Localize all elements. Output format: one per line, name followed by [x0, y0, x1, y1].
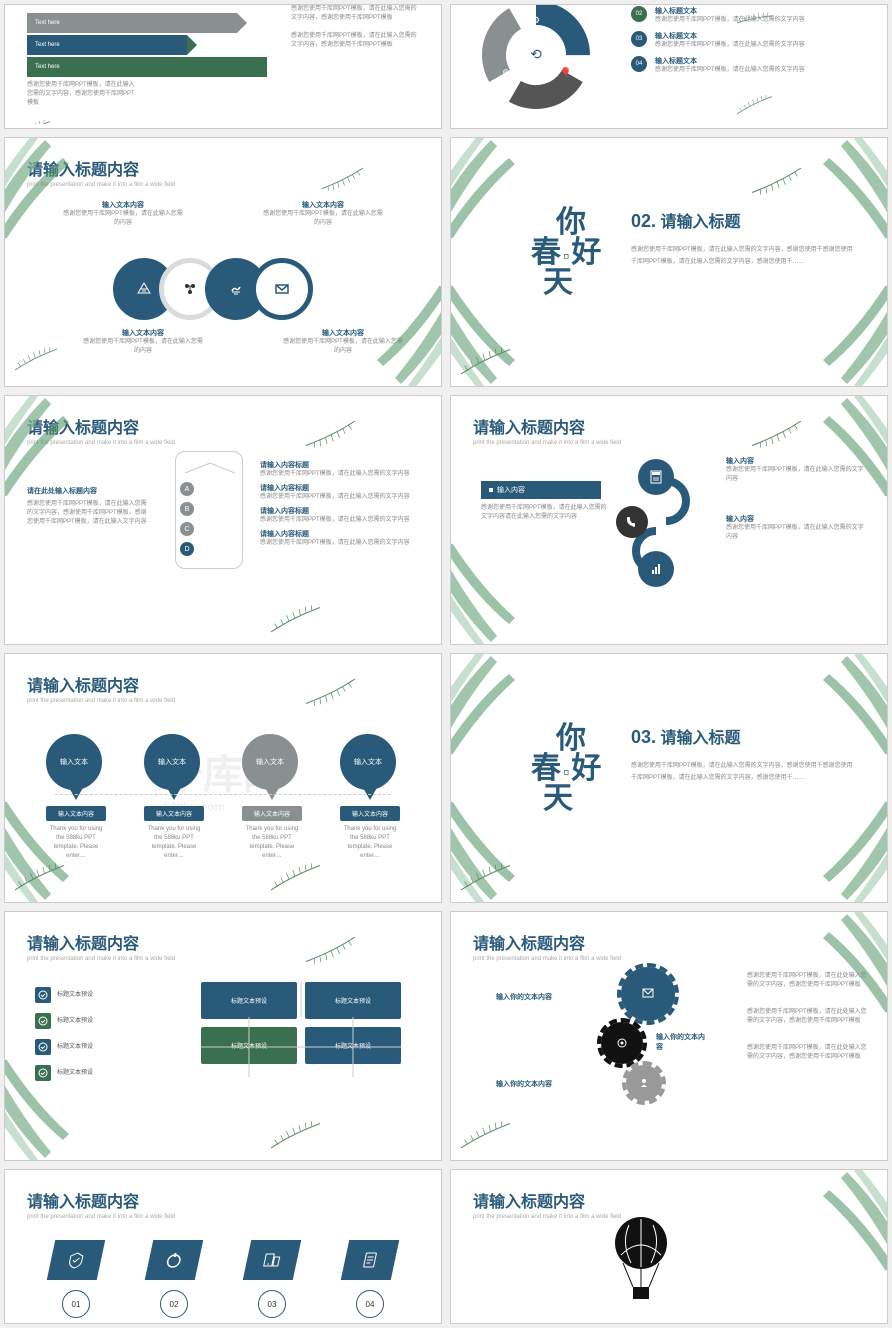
check-3: 标题文本预设	[35, 1039, 93, 1055]
slide-6: 请输入标题内容 print the presentation and make …	[450, 395, 888, 645]
slide-9: 请输入标题内容 print the presentation and make …	[4, 911, 442, 1161]
gear-2	[601, 1022, 643, 1064]
s10-r2: 感谢您使用千库网PPT模板，请在此处输入您需的文字内容，感谢您使用千库网PPT模…	[747, 1008, 867, 1026]
s2-item-3: 04 输入标题文本感谢您使用千库网PPT模板，请在此输入您需的文字内容	[631, 56, 857, 75]
s5-r4: 请输入内容标题	[260, 529, 411, 539]
para-3: 03	[247, 1240, 297, 1318]
s5-r2: 请输入内容标题	[260, 483, 411, 493]
arrow-2: Text here	[27, 35, 187, 55]
svg-text:⚙: ⚙	[532, 15, 540, 25]
s3-top2: 输入文本内容	[263, 200, 383, 210]
para-2: 02	[149, 1240, 199, 1318]
check-2: 标题文本预设	[35, 1013, 93, 1029]
gear-1	[621, 967, 675, 1021]
bar-desc: 感谢您使用千库网PPT模板，请在此输入您需的文字内容请在此输入您需的文字内容	[481, 504, 611, 522]
badge-diagram: A B C D	[175, 451, 243, 569]
check-1: 标题文本预设	[35, 987, 93, 1003]
s3-bot1: 输入文本内容	[83, 328, 203, 338]
slide-2: ⟲ ⚙ 🎈 ⊕ 02 输入标题文本感谢您使用千库网PPT模板，请在此输入您需的文…	[450, 4, 888, 129]
gear-label-2: 输入你的文本内容	[656, 1032, 711, 1052]
slide-11: 请输入标题内容 print the presentation and make …	[4, 1169, 442, 1324]
s6-i2: 输入内容	[726, 514, 867, 524]
section-title: 请输入标题	[660, 730, 740, 747]
arrow-1: Text here	[27, 13, 237, 33]
gear-label-3: 输入你的文本内容	[496, 1079, 552, 1089]
slide-title: 请输入标题内容	[27, 1188, 419, 1212]
s3-bot2: 输入文本内容	[283, 328, 403, 338]
slide-10: 请输入标题内容 print the presentation and make …	[450, 911, 888, 1161]
svg-text:⟲: ⟲	[530, 46, 542, 62]
para-row: 01 02 03 04	[27, 1240, 419, 1318]
check-4: 标题文本预设	[35, 1065, 93, 1081]
slide-4-section: 你春▫好天 02. 请输入标题 感谢您使用千库网PPT模板，请在此输入您需的文字…	[450, 137, 888, 387]
slide1-right-text: 感谢您使用千库网PPT模板，请在此输入您需的文字内容，感谢您使用千库网PPT模板…	[291, 5, 421, 50]
section-num: 02.	[631, 211, 656, 231]
slide-subtitle: print the presentation and make it into …	[27, 1214, 419, 1220]
s10-r1: 感谢您使用千库网PPT模板，请在此处输入您需的文字内容，感谢您使用千库网PPT模…	[747, 972, 867, 990]
slide-1: Text here Text here Text here .arrow-sha…	[4, 4, 442, 129]
s3-top1: 输入文本内容	[63, 200, 183, 210]
s5-r3: 请输入内容标题	[260, 506, 411, 516]
section-body: 感谢您使用千库网PPT模板，请在此输入您需的文字内容，感谢您使用千感谢您使用千库…	[631, 760, 857, 784]
para-1: 01	[51, 1240, 101, 1318]
phone-icon	[616, 506, 648, 538]
s5-left-body: 感谢您使用千库网PPT模板，请在此输入您需的文字内容，感谢使用千库网PPT模板，…	[27, 500, 147, 527]
chart-icon	[638, 551, 674, 587]
gear-3	[626, 1065, 662, 1101]
slide-7: 请输入标题内容 print the presentation and make …	[4, 653, 442, 903]
s5-r1: 请输入内容标题	[260, 460, 411, 470]
bar-label: 输入内容	[481, 481, 601, 499]
slide-3: 请输入标题内容 print the presentation and make …	[4, 137, 442, 387]
slide-12: 请输入标题内容 print the presentation and make …	[450, 1169, 888, 1324]
big-text: 你春▫好天	[531, 208, 603, 298]
svg-text:⊕: ⊕	[502, 67, 510, 77]
section-num: 03.	[631, 727, 656, 747]
s5-left-title: 请在此处输入标题内容	[27, 486, 147, 496]
section-title: 请输入标题	[660, 214, 740, 231]
s2-item-1: 02 输入标题文本感谢您使用千库网PPT模板，请在此输入您需的文字内容	[631, 6, 857, 25]
section-body: 感谢您使用千库网PPT模板，请在此输入您需的文字内容，感谢您使用千感谢您使用千库…	[631, 244, 857, 268]
wave-diagram	[17, 258, 409, 320]
para-4: 04	[345, 1240, 395, 1318]
arrow-3: Text here	[27, 57, 267, 77]
big-text: 你春▫好天	[531, 724, 603, 814]
slide-5: 请输入标题内容 print the presentation and make …	[4, 395, 442, 645]
curve-diagram	[626, 451, 706, 606]
s6-i1: 输入内容	[726, 456, 867, 466]
s10-r3: 感谢您使用千库网PPT模板，请在此处输入您需的文字内容，感谢您使用千库网PPT模…	[747, 1044, 867, 1062]
balloon-icon	[601, 1215, 681, 1320]
s2-item-2: 03 输入标题文本感谢您使用千库网PPT模板，请在此输入您需的文字内容	[631, 31, 857, 50]
calculator-icon	[638, 459, 674, 495]
slide1-footer: 感谢您使用千库网PPT模板，请在此输入您需的文字内容，感谢您使用千库网PPT模板	[27, 81, 137, 108]
slide-8-section: 你春▫好天 03. 请输入标题 感谢您使用千库网PPT模板，请在此输入您需的文字…	[450, 653, 888, 903]
gear-diagram: 输入你的文本内容 输入你的文本内容 输入你的文本内容	[561, 967, 711, 1137]
puzzle-ring-diagram: ⟲ ⚙ 🎈 ⊕	[481, 5, 601, 125]
svg-text:🎈: 🎈	[560, 66, 571, 77]
gear-label-1: 输入你的文本内容	[496, 992, 552, 1002]
